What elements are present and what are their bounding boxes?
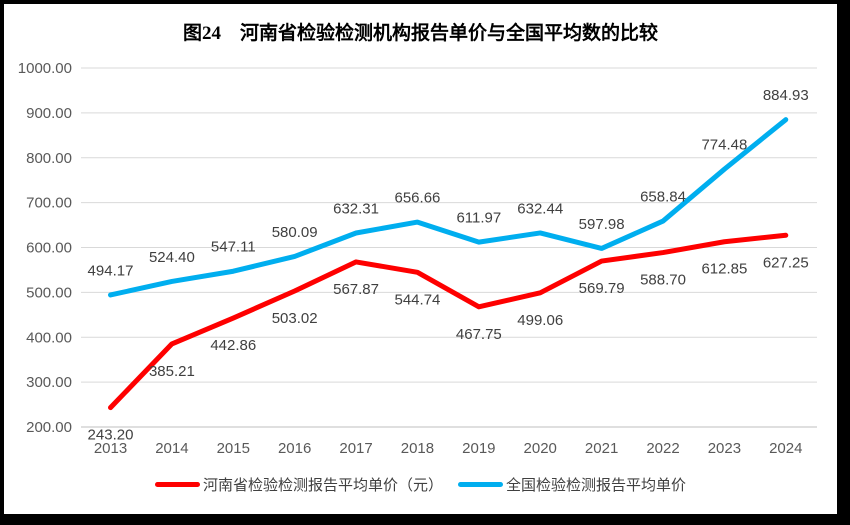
data-label-national: 658.84 bbox=[640, 189, 686, 206]
x-tick-label: 2024 bbox=[769, 440, 802, 457]
legend-label-henan: 河南省检验检测报告平均单价（元） bbox=[202, 476, 443, 494]
data-label-henan: 569.79 bbox=[579, 280, 625, 297]
data-label-national: 611.97 bbox=[456, 210, 501, 227]
x-tick-label: 2020 bbox=[524, 440, 557, 457]
data-label-henan: 503.02 bbox=[272, 310, 318, 327]
chart-title: 图24 河南省检验检测机构报告单价与全国平均数的比较 bbox=[182, 23, 658, 44]
y-tick-label: 800.00 bbox=[26, 150, 72, 167]
x-tick-label: 2019 bbox=[462, 440, 495, 457]
data-label-national: 597.98 bbox=[579, 216, 625, 233]
x-tick-label: 2013 bbox=[94, 440, 127, 457]
x-tick-label: 2018 bbox=[401, 440, 434, 457]
data-label-national: 524.40 bbox=[149, 249, 195, 266]
y-tick-label: 500.00 bbox=[26, 284, 72, 301]
series-line-henan bbox=[108, 232, 789, 411]
legend-line-national-icon bbox=[458, 481, 503, 487]
x-tick-label: 2016 bbox=[278, 440, 311, 457]
data-label-henan: 442.86 bbox=[210, 337, 256, 354]
x-tick-label: 2023 bbox=[708, 440, 741, 457]
data-label-national: 547.11 bbox=[211, 239, 256, 256]
data-label-henan: 588.70 bbox=[640, 272, 686, 289]
data-label-henan: 544.74 bbox=[395, 291, 441, 308]
x-tick-label: 2017 bbox=[339, 440, 372, 457]
legend-line-henan-icon bbox=[154, 481, 200, 487]
legend-item-henan: 河南省检验检测报告平均单价（元） bbox=[154, 474, 443, 495]
data-label-national: 774.48 bbox=[701, 137, 747, 154]
data-label-henan: 499.06 bbox=[517, 312, 563, 329]
data-label-henan: 612.85 bbox=[701, 261, 747, 278]
data-label-national: 494.17 bbox=[88, 262, 134, 279]
chart-legend: 河南省检验检测报告平均单价（元） 全国检验检测报告平均单价 bbox=[0, 474, 841, 495]
data-label-henan: 243.20 bbox=[88, 427, 134, 444]
y-tick-label: 300.00 bbox=[26, 374, 72, 391]
x-tick-label: 2014 bbox=[155, 440, 188, 457]
y-tick-label: 1000.00 bbox=[18, 60, 72, 77]
y-tick-label: 600.00 bbox=[26, 240, 72, 257]
series-line-national bbox=[108, 117, 789, 298]
data-label-national: 632.31 bbox=[333, 201, 379, 218]
data-label-henan: 385.21 bbox=[149, 363, 195, 380]
data-label-henan: 467.75 bbox=[456, 326, 502, 343]
legend-label-national: 全国检验检测报告平均单价 bbox=[506, 476, 687, 494]
y-tick-label: 700.00 bbox=[26, 195, 72, 212]
y-tick-label: 400.00 bbox=[26, 329, 72, 346]
data-label-national: 884.93 bbox=[763, 87, 809, 104]
data-label-national: 632.44 bbox=[517, 200, 563, 217]
y-tick-label: 200.00 bbox=[26, 419, 72, 436]
x-tick-label: 2021 bbox=[585, 440, 618, 457]
data-label-national: 580.09 bbox=[272, 224, 318, 241]
x-tick-label: 2015 bbox=[217, 440, 250, 457]
data-label-national: 656.66 bbox=[395, 190, 441, 207]
y-tick-label: 900.00 bbox=[26, 105, 72, 122]
data-label-henan: 567.87 bbox=[333, 281, 379, 298]
legend-item-national: 全国检验检测报告平均单价 bbox=[458, 474, 686, 495]
data-label-henan: 627.25 bbox=[763, 254, 809, 271]
x-tick-label: 2022 bbox=[646, 440, 679, 457]
